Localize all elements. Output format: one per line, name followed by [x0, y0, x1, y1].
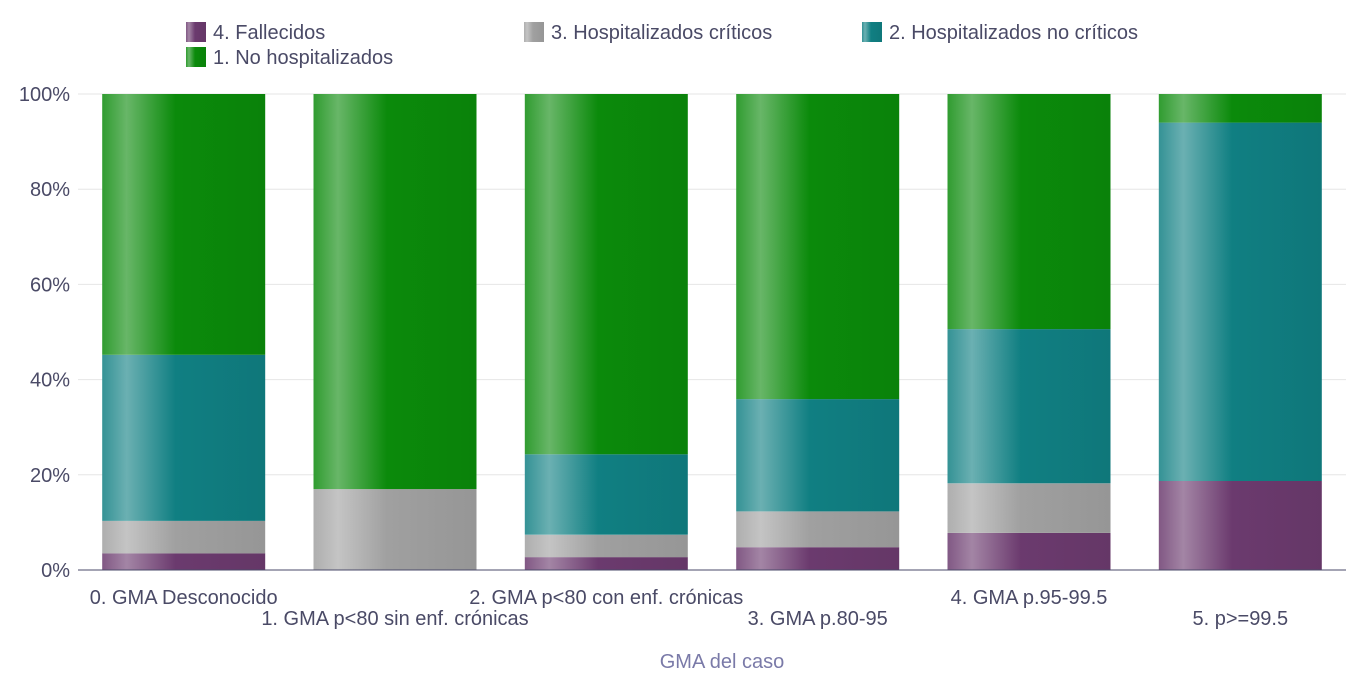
x-axis-title: GMA del caso [660, 651, 785, 673]
bar-segment-4-fallecidos[interactable] [102, 553, 266, 570]
bar-segment-4-fallecidos[interactable] [947, 532, 1111, 570]
legend-swatch [524, 22, 544, 42]
x-tick-label: 5. p>=99.5 [1192, 608, 1288, 630]
bar-segment-3-hospitalizados-criticos[interactable] [313, 489, 477, 570]
bar-segment-3-hospitalizados-criticos[interactable] [736, 511, 900, 548]
bar-segment-1-no-hospitalizados[interactable] [947, 94, 1111, 330]
legend-item-2-hospitalizados-no-criticos[interactable]: 2. Hospitalizados no críticos [862, 22, 1138, 44]
y-tick-label: 60% [30, 274, 70, 296]
bar-segment-4-fallecidos[interactable] [736, 547, 900, 570]
y-tick-label: 0% [41, 560, 70, 582]
bar-segment-1-no-hospitalizados[interactable] [1158, 94, 1322, 123]
legend[interactable]: 4. Fallecidos 3. Hospitalizados críticos 2… [186, 22, 1138, 69]
bar-segment-2-hospitalizados-no-criticos[interactable] [736, 399, 900, 512]
bar-segment-3-hospitalizados-criticos[interactable] [102, 521, 266, 554]
y-tick-label: 40% [30, 370, 70, 392]
bar-segment-2-hospitalizados-no-criticos[interactable] [947, 329, 1111, 484]
legend-label: 3. Hospitalizados críticos [551, 22, 772, 44]
legend-label: 4. Fallecidos [213, 22, 325, 44]
legend-item-3-hospitalizados-criticos[interactable]: 3. Hospitalizados críticos [524, 22, 772, 44]
y-tick-label: 80% [30, 179, 70, 201]
bar-segment-3-hospitalizados-criticos[interactable] [947, 483, 1111, 533]
grid-lines [78, 93, 1346, 476]
bars [102, 94, 1322, 570]
bar-segment-1-no-hospitalizados[interactable] [313, 94, 477, 490]
legend-swatch [186, 22, 206, 42]
legend-item-1-no-hospitalizados[interactable]: 1. No hospitalizados [186, 47, 393, 69]
bar-segment-4-fallecidos[interactable] [1158, 481, 1322, 570]
bar-segment-3-hospitalizados-criticos[interactable] [524, 534, 688, 558]
bar-segment-1-no-hospitalizados[interactable] [736, 94, 900, 400]
x-tick-label: 0. GMA Desconocido [90, 587, 278, 609]
x-tick-label: 3. GMA p.80-95 [748, 608, 888, 630]
legend-swatch [186, 47, 206, 67]
bar-segment-2-hospitalizados-no-criticos[interactable] [102, 354, 266, 521]
x-tick-label: 4. GMA p.95-99.5 [951, 587, 1108, 609]
bar-segment-2-hospitalizados-no-criticos[interactable] [524, 454, 688, 535]
x-tick-label: 1. GMA p<80 sin enf. crónicas [261, 608, 528, 630]
y-tick-label: 100% [19, 84, 70, 106]
y-tick-label: 20% [30, 465, 70, 487]
bar-segment-1-no-hospitalizados[interactable] [524, 94, 688, 455]
bar-segment-4-fallecidos[interactable] [524, 557, 688, 570]
legend-label: 2. Hospitalizados no críticos [889, 22, 1138, 44]
legend-label: 1. No hospitalizados [213, 47, 393, 69]
legend-swatch [862, 22, 882, 42]
legend-item-4-fallecidos[interactable]: 4. Fallecidos [186, 22, 325, 44]
x-tick-label: 2. GMA p<80 con enf. crónicas [469, 587, 743, 609]
bar-segment-2-hospitalizados-no-criticos[interactable] [1158, 122, 1322, 481]
y-axis-ticks: 0% 20% 40% 60% 80% 100% [19, 84, 70, 582]
bar-segment-1-no-hospitalizados[interactable] [102, 94, 266, 355]
